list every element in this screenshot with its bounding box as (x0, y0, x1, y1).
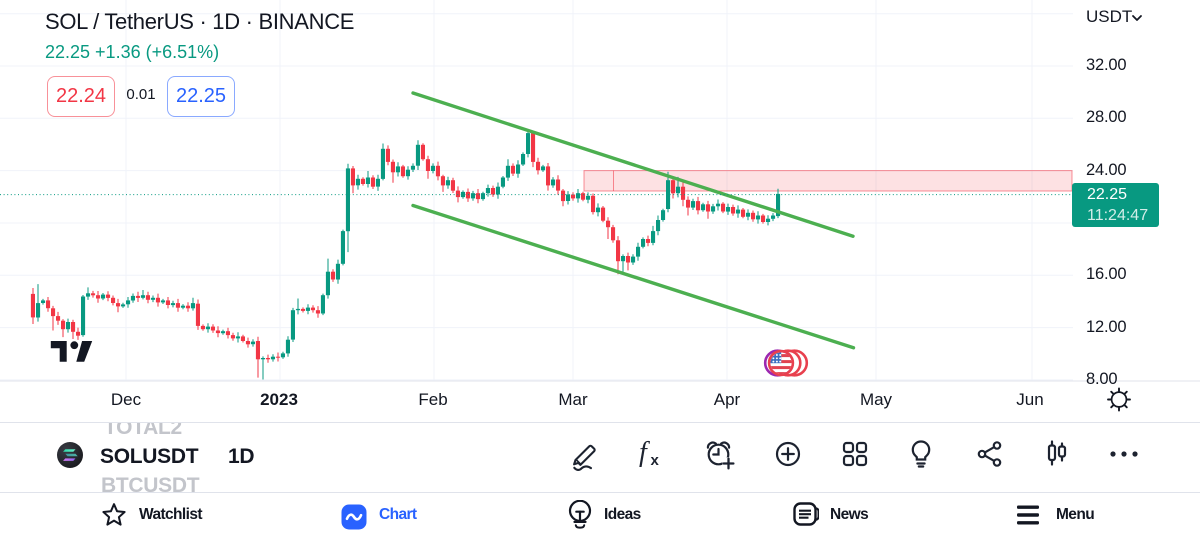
svg-text:f: f (639, 437, 650, 468)
svg-text:x: x (651, 452, 660, 469)
